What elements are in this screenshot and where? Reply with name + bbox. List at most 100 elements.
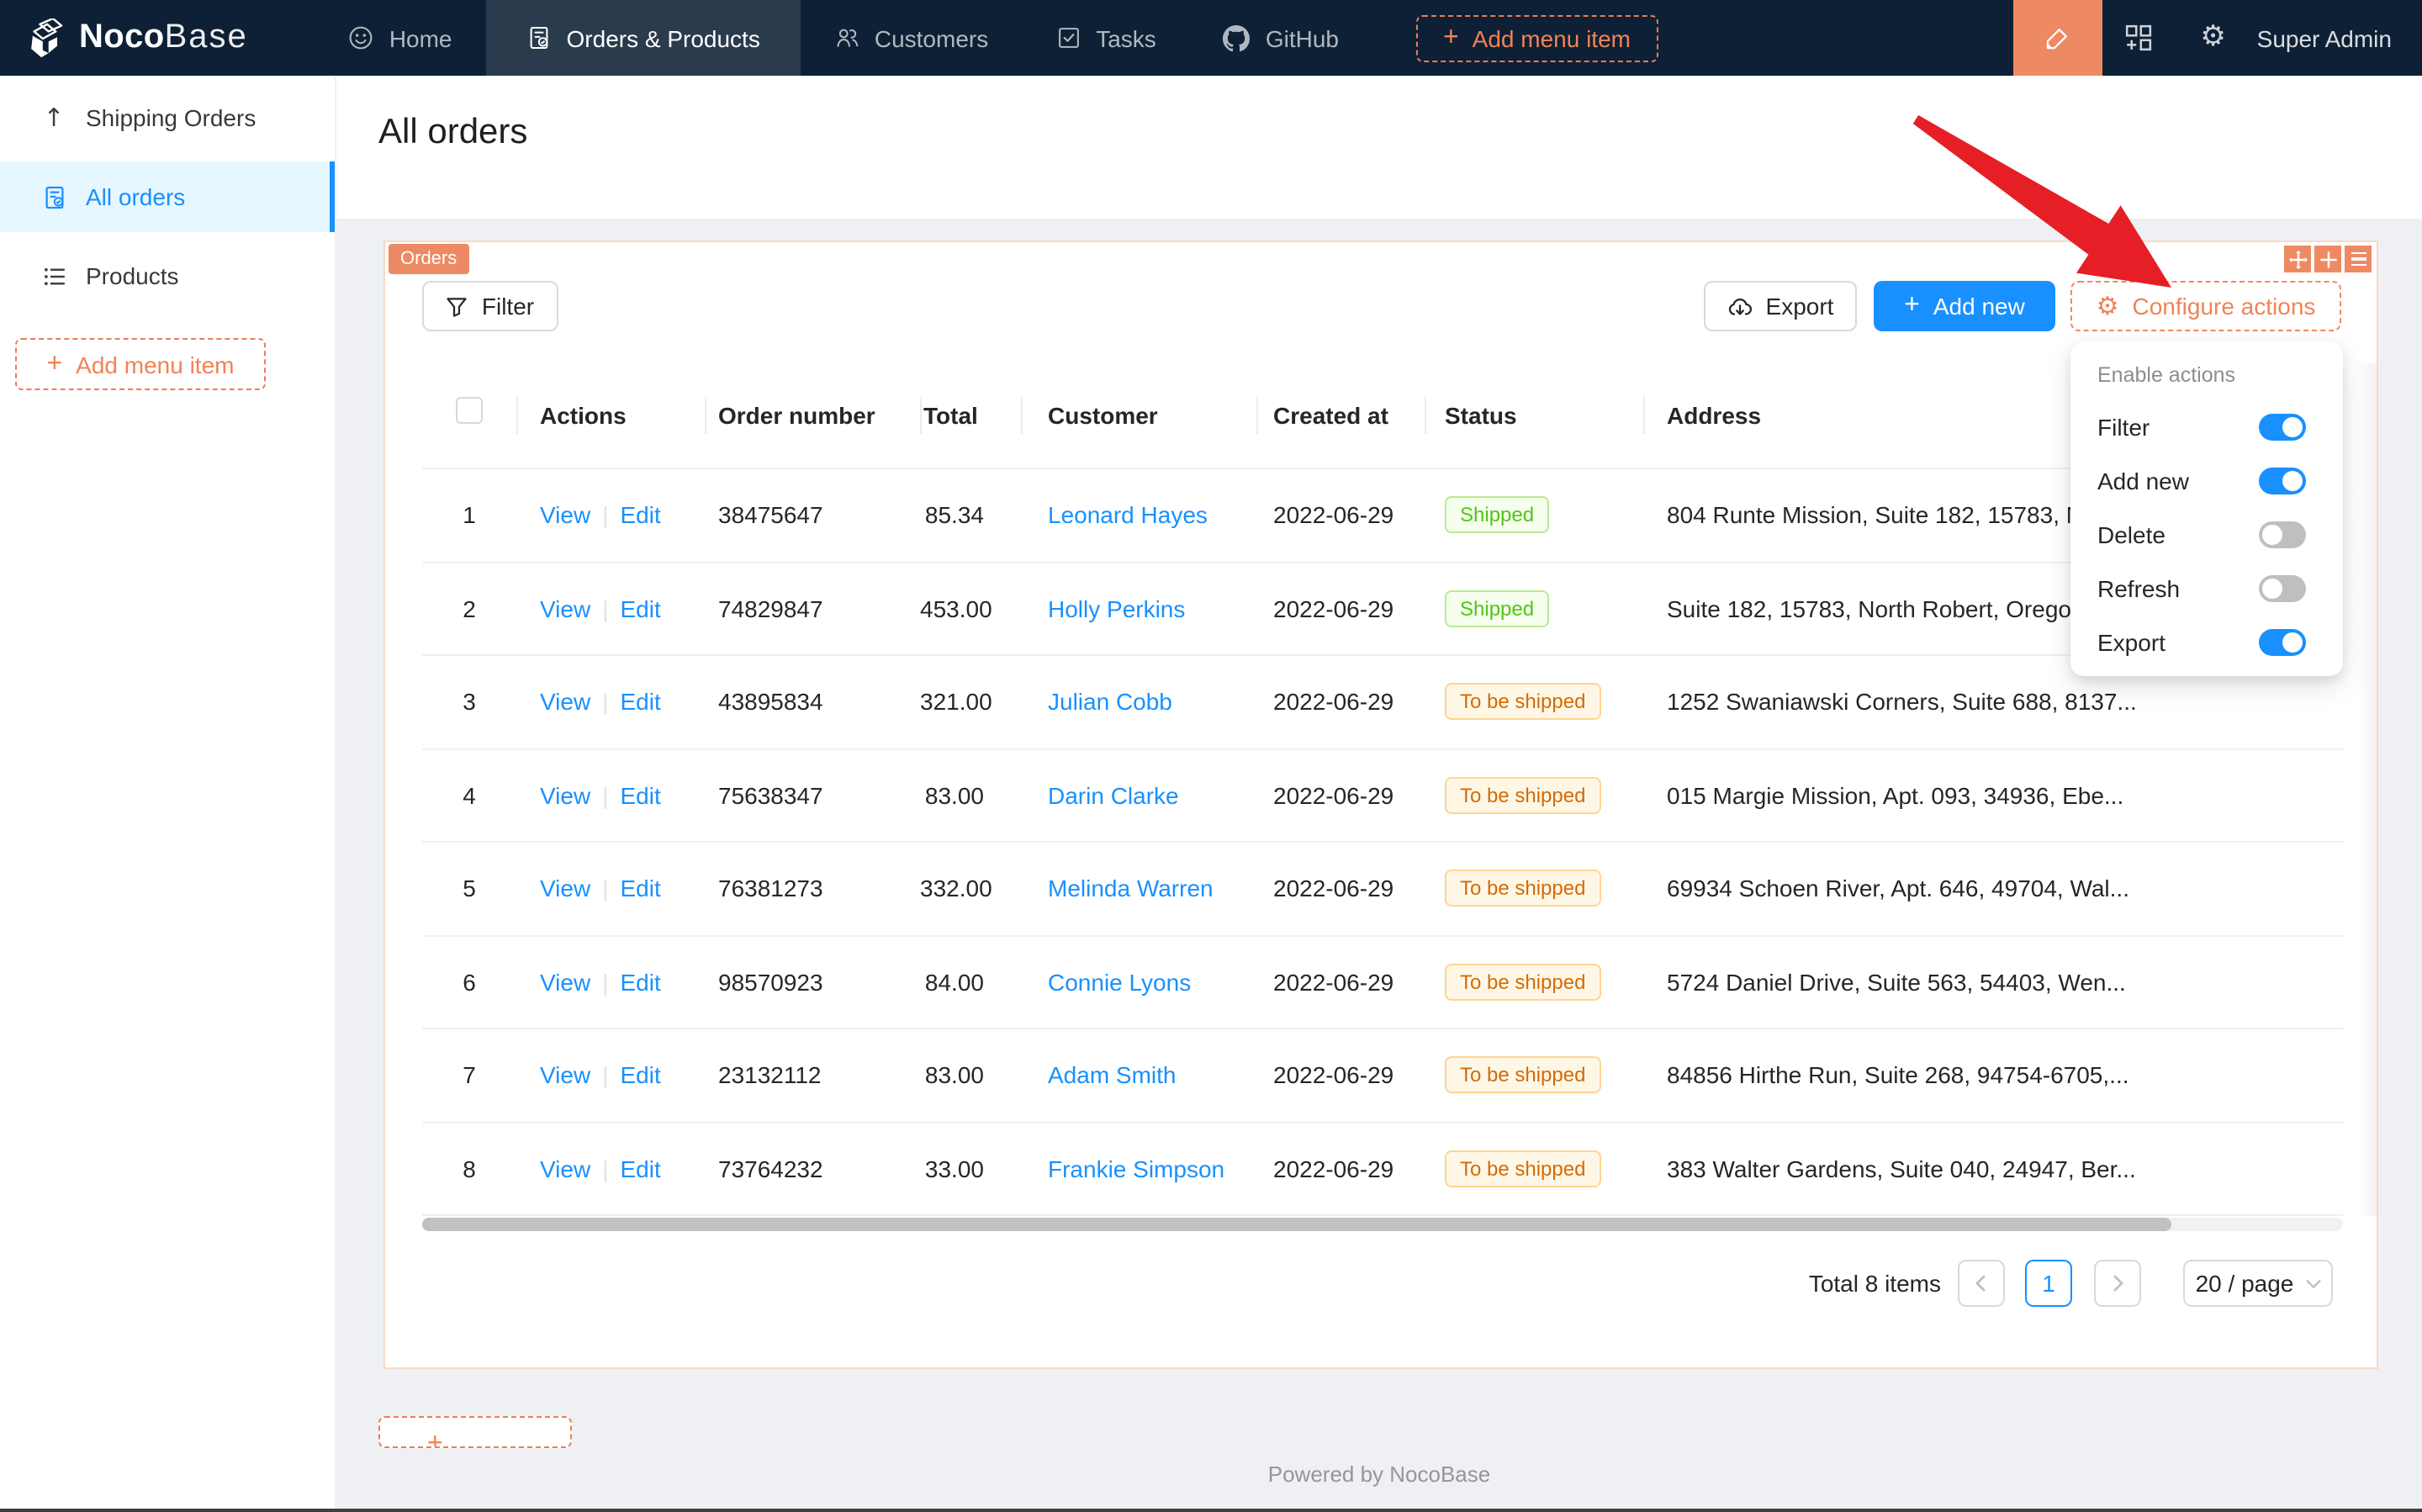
edit-link[interactable]: Edit xyxy=(620,875,660,902)
orders-table-block: Orders Filter xyxy=(383,241,2378,1369)
sidebar-item-all-orders[interactable]: All orders xyxy=(0,161,335,232)
pagination-prev-button[interactable] xyxy=(1958,1260,2005,1307)
table-right-shadow xyxy=(2356,363,2377,1216)
dropdown-item-export[interactable]: Export xyxy=(2070,616,2343,669)
delete-toggle[interactable] xyxy=(2259,521,2306,548)
column-header-created-at[interactable]: Created at xyxy=(1256,397,1425,434)
add-new-toggle[interactable] xyxy=(2259,468,2306,494)
cell-status: Shipped xyxy=(1425,497,1643,534)
customer-link[interactable]: Leonard Hayes xyxy=(1048,502,1208,529)
table-row: 5 View|Edit 76381273 332.00 Melinda Warr… xyxy=(422,843,2343,936)
ui-editor-button[interactable] xyxy=(2013,0,2102,76)
column-header-actions[interactable]: Actions xyxy=(516,397,705,434)
cell-customer: Connie Lyons xyxy=(1021,969,1256,996)
edit-link[interactable]: Edit xyxy=(620,969,660,996)
status-badge: To be shipped xyxy=(1445,684,1600,721)
edit-link[interactable]: Edit xyxy=(620,502,660,529)
highlighter-pen-icon xyxy=(2043,23,2073,53)
funnel-icon xyxy=(447,295,468,317)
refresh-toggle[interactable] xyxy=(2259,575,2306,602)
pagination-page-1[interactable]: 1 xyxy=(2025,1260,2072,1307)
status-badge: Shipped xyxy=(1445,590,1549,627)
select-all-checkbox[interactable] xyxy=(456,397,483,424)
customer-link[interactable]: Darin Clarke xyxy=(1048,782,1179,809)
cell-total: 83.00 xyxy=(920,1062,1021,1089)
edit-link[interactable]: Edit xyxy=(620,595,660,622)
edit-link[interactable]: Edit xyxy=(620,689,660,716)
row-index: 5 xyxy=(422,875,516,902)
column-header-order-number[interactable]: Order number xyxy=(705,397,920,434)
plugin-grid-icon xyxy=(2125,24,2154,52)
sidebar-add-menu-item-button[interactable]: + Add menu item xyxy=(15,338,266,390)
nav-item-github[interactable]: GitHub xyxy=(1190,0,1372,76)
view-link[interactable]: View xyxy=(540,1155,590,1182)
navbar-add-menu-item-button[interactable]: + Add menu item xyxy=(1416,14,1658,61)
settings-button[interactable]: ⚙ xyxy=(2176,0,2250,76)
nav-item-orders-products[interactable]: Orders & Products xyxy=(486,0,801,76)
export-toggle[interactable] xyxy=(2259,629,2306,656)
row-index: 1 xyxy=(422,502,516,529)
block-menu-icon[interactable] xyxy=(2345,246,2372,272)
brand-logo[interactable]: NocoBase xyxy=(27,18,248,58)
dropdown-item-add-new[interactable]: Add new xyxy=(2070,454,2343,508)
status-badge: To be shipped xyxy=(1445,964,1600,1001)
view-link[interactable]: View xyxy=(540,875,590,902)
drag-handle-icon[interactable] xyxy=(2284,246,2311,272)
add-block-button[interactable]: + Add block xyxy=(378,1416,572,1448)
column-header-total[interactable]: Total xyxy=(920,397,1021,434)
cell-customer: Melinda Warren xyxy=(1021,875,1256,902)
dropdown-item-filter[interactable]: Filter xyxy=(2070,400,2343,454)
powered-by-footer: Powered by NocoBase xyxy=(336,1462,2422,1487)
dropdown-item-delete[interactable]: Delete xyxy=(2070,508,2343,562)
edit-link[interactable]: Edit xyxy=(620,1155,660,1182)
nav-item-customers[interactable]: Customers xyxy=(801,0,1022,76)
app-window: NocoBase Home Orders & Products Customer… xyxy=(0,0,2422,1512)
filter-button[interactable]: Filter xyxy=(422,281,558,331)
edit-link[interactable]: Edit xyxy=(620,1062,660,1089)
customer-link[interactable]: Julian Cobb xyxy=(1048,689,1172,716)
nav-item-tasks[interactable]: Tasks xyxy=(1022,0,1190,76)
scrollbar-thumb[interactable] xyxy=(422,1218,2171,1231)
horizontal-scrollbar[interactable] xyxy=(422,1218,2343,1231)
row-actions: View|Edit xyxy=(516,1155,705,1182)
cell-customer: Holly Perkins xyxy=(1021,595,1256,622)
user-menu[interactable]: Super Admin xyxy=(2257,24,2392,51)
edit-link[interactable]: Edit xyxy=(620,782,660,809)
dropdown-item-refresh[interactable]: Refresh xyxy=(2070,562,2343,616)
insert-block-icon[interactable] xyxy=(2314,246,2341,272)
filter-toggle[interactable] xyxy=(2259,414,2306,441)
view-link[interactable]: View xyxy=(540,502,590,529)
cell-status: To be shipped xyxy=(1425,870,1643,907)
team-icon xyxy=(834,25,859,50)
status-badge: To be shipped xyxy=(1445,870,1600,907)
view-link[interactable]: View xyxy=(540,689,590,716)
export-button[interactable]: Export xyxy=(1704,281,1857,331)
view-link[interactable]: View xyxy=(540,595,590,622)
customer-link[interactable]: Connie Lyons xyxy=(1048,969,1191,996)
view-link[interactable]: View xyxy=(540,1062,590,1089)
chevron-down-icon xyxy=(2305,1276,2320,1291)
cell-status: Shipped xyxy=(1425,590,1643,627)
sidebar-item-shipping-orders[interactable]: ↑ Shipping Orders xyxy=(0,82,335,153)
view-link[interactable]: View xyxy=(540,782,590,809)
column-header-customer[interactable]: Customer xyxy=(1021,397,1256,434)
sidebar-item-products[interactable]: Products xyxy=(0,241,335,311)
cell-total: 453.00 xyxy=(920,595,1021,622)
page-size-select[interactable]: 20 / page xyxy=(2183,1260,2333,1307)
table-row: 8 View|Edit 73764232 33.00 Frankie Simps… xyxy=(422,1123,2343,1216)
customer-link[interactable]: Melinda Warren xyxy=(1048,875,1214,902)
plugins-button[interactable] xyxy=(2102,0,2176,76)
column-header-status[interactable]: Status xyxy=(1425,397,1643,434)
pagination-next-button[interactable] xyxy=(2094,1260,2141,1307)
configure-actions-button[interactable]: ⚙ Configure actions xyxy=(2070,281,2341,331)
customer-link[interactable]: Holly Perkins xyxy=(1048,595,1185,622)
view-link[interactable]: View xyxy=(540,969,590,996)
cell-created-at: 2022-06-29 xyxy=(1256,969,1425,996)
customer-link[interactable]: Frankie Simpson xyxy=(1048,1155,1224,1182)
table-header-row: Actions Order number Total Customer Crea… xyxy=(422,363,2343,469)
cell-order-number: 43895834 xyxy=(705,689,920,716)
nav-item-home[interactable]: Home xyxy=(315,0,486,76)
cell-address: 5724 Daniel Drive, Suite 563, 54403, Wen… xyxy=(1643,969,2343,996)
customer-link[interactable]: Adam Smith xyxy=(1048,1062,1177,1089)
add-new-button[interactable]: + Add new xyxy=(1874,281,2055,331)
